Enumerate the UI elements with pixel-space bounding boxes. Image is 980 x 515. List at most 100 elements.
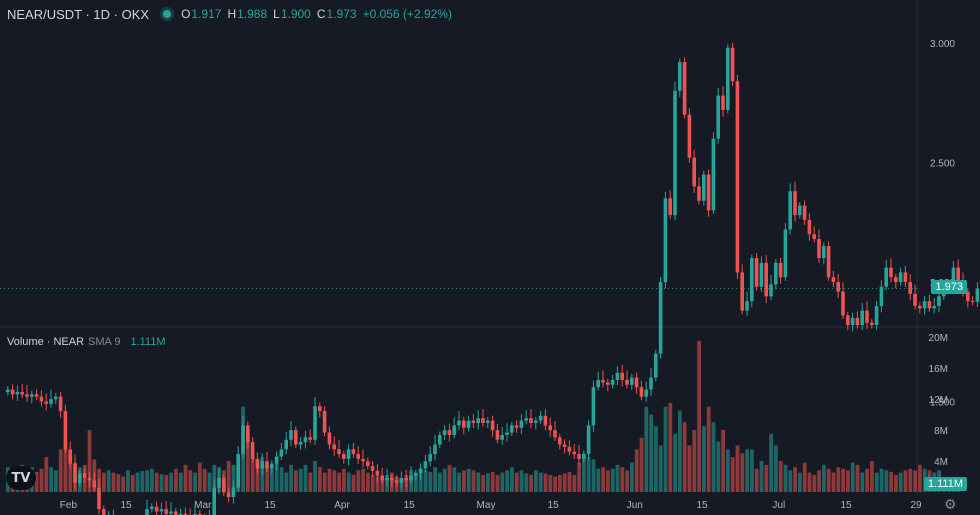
volume-bar	[241, 406, 245, 492]
price-tick-label: 1.500	[930, 398, 955, 409]
candle-body	[601, 379, 605, 383]
volume-bar	[894, 474, 898, 492]
volume-bar	[433, 467, 437, 492]
candle-body	[457, 420, 461, 426]
candle-body	[702, 174, 706, 201]
candle-body	[586, 425, 591, 455]
candle-body	[145, 509, 149, 515]
volume-bar	[87, 430, 92, 492]
candle-body	[951, 267, 956, 285]
candle-body	[265, 461, 269, 469]
candle-body	[817, 238, 821, 259]
candle-body	[284, 439, 288, 450]
volume-bar	[802, 462, 807, 492]
candle-body	[318, 406, 322, 412]
candle-body	[294, 430, 298, 445]
volume-bar	[567, 471, 572, 492]
candle-body	[596, 379, 600, 388]
candle-body	[802, 205, 807, 220]
candle-body	[30, 394, 34, 397]
volume-bar	[145, 470, 149, 492]
volume-bar	[898, 472, 903, 492]
close-value: 1.973	[326, 7, 357, 21]
volume-bar	[606, 470, 610, 492]
volume-bar	[418, 468, 423, 492]
volume-bar	[730, 457, 735, 492]
symbol-title[interactable]: NEAR/USDT · 1D · OKX	[7, 6, 150, 22]
volume-bar	[346, 472, 351, 492]
candle-body	[730, 47, 735, 82]
volume-tick-label: 12M	[929, 395, 948, 406]
candle-body	[841, 291, 845, 316]
volume-bar	[558, 474, 562, 492]
candle-body	[423, 461, 428, 469]
candle-body	[490, 420, 495, 431]
volume-bar	[519, 470, 524, 492]
volume-bar	[63, 443, 68, 492]
volume-bar	[322, 472, 327, 492]
volume-bar	[447, 464, 452, 492]
volume-bar	[639, 437, 644, 492]
candle-body	[913, 293, 917, 306]
candle-body	[658, 282, 663, 354]
tradingview-logo[interactable]: TV	[6, 466, 36, 490]
volume-bar	[793, 467, 797, 492]
volume-bar	[294, 470, 298, 492]
volume-bar	[130, 474, 135, 492]
candle-body	[246, 425, 250, 443]
high-label: H	[227, 7, 237, 21]
volume-bar	[534, 470, 538, 492]
candle-body	[807, 219, 812, 235]
volume-bar	[687, 445, 692, 492]
candle-body	[6, 389, 10, 392]
volume-bar	[903, 470, 908, 492]
volume-bar	[735, 445, 740, 492]
volume-bar	[366, 472, 370, 492]
candle-body	[332, 444, 336, 450]
volume-bar	[524, 473, 529, 492]
low-label: L	[273, 7, 280, 21]
volume-title[interactable]: Volume · NEAR	[7, 336, 85, 348]
volume-sma: SMA 9	[88, 336, 121, 348]
volume-bar	[212, 464, 217, 492]
time-tick-label: 15	[548, 500, 560, 511]
volume-bar	[658, 445, 663, 492]
time-tick-label: Jul	[772, 500, 785, 511]
volume-bar	[303, 464, 308, 492]
volume-bar	[750, 449, 754, 492]
candle-body	[49, 399, 53, 404]
candle-body	[567, 446, 572, 452]
volume-bar	[250, 453, 255, 492]
volume-bar	[514, 472, 519, 492]
candle-body	[279, 449, 284, 457]
candle-body	[337, 449, 341, 455]
candle-body	[428, 454, 432, 462]
open-label: O	[181, 7, 191, 21]
candle-body	[481, 418, 485, 424]
candle-body	[639, 387, 644, 397]
volume-bar	[34, 471, 39, 492]
volume-bar	[831, 472, 836, 492]
candles	[6, 42, 980, 515]
volume-bar	[217, 467, 221, 492]
volume-bar	[183, 464, 188, 492]
price-tick-label: 2.500	[930, 159, 955, 170]
volume-bar	[73, 462, 77, 492]
volume-tick-label: 4M	[934, 457, 948, 468]
volume-bar	[361, 468, 365, 492]
candle-body	[654, 353, 658, 378]
volume-bar	[471, 470, 476, 492]
candle-body	[346, 449, 351, 459]
volume-bar	[298, 468, 303, 492]
volume-bar	[462, 470, 466, 492]
volume-bar	[82, 464, 87, 492]
candle-body	[874, 305, 879, 326]
gear-icon[interactable]: ⚙	[944, 496, 957, 512]
volume-bar	[308, 472, 313, 492]
candle-body	[553, 430, 557, 438]
volume-bar	[841, 468, 845, 492]
candle-body	[322, 411, 327, 433]
volume-bar	[634, 449, 639, 492]
candle-body	[534, 420, 538, 424]
volume-bar	[121, 476, 125, 492]
